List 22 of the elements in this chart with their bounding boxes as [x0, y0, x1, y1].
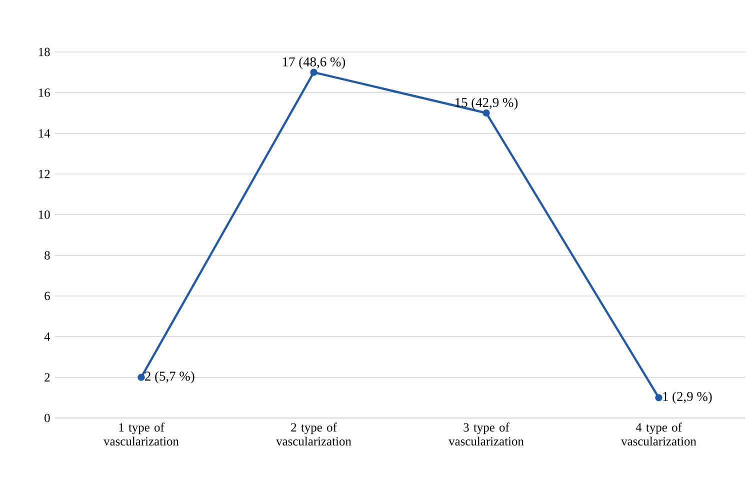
point: [138, 374, 145, 381]
data-label: 1 (2,9 %): [663, 392, 712, 404]
y-tick-label: 18: [38, 48, 50, 56]
x-tick-label: 2 type of vascularization: [276, 422, 352, 446]
data-label: 15 (42,9 %): [456, 98, 518, 110]
y-tick-label: 4: [44, 332, 50, 341]
y-tick-label: 0: [44, 414, 50, 422]
y-tick-label: 14: [38, 129, 50, 138]
x-tick-label: 3 type of vascularization: [448, 422, 524, 446]
y-tick-label: 2: [44, 373, 50, 382]
x-tick-label: 1 type of vascularization: [104, 422, 179, 446]
y-tick-label: 16: [38, 88, 50, 97]
point: [482, 109, 490, 117]
y-tick-label: 6: [44, 292, 50, 300]
y-tick-label: 10: [38, 210, 50, 219]
y-tick-label: 12: [38, 170, 50, 178]
data-label: 17 (48,6 %): [283, 56, 346, 70]
point: [655, 394, 662, 402]
x-tick-label: 4 type of vascularization: [621, 422, 696, 446]
y-tick-label: 8: [44, 251, 50, 260]
point: [310, 68, 318, 76]
data-label: 2 (5,7 %): [145, 371, 194, 384]
